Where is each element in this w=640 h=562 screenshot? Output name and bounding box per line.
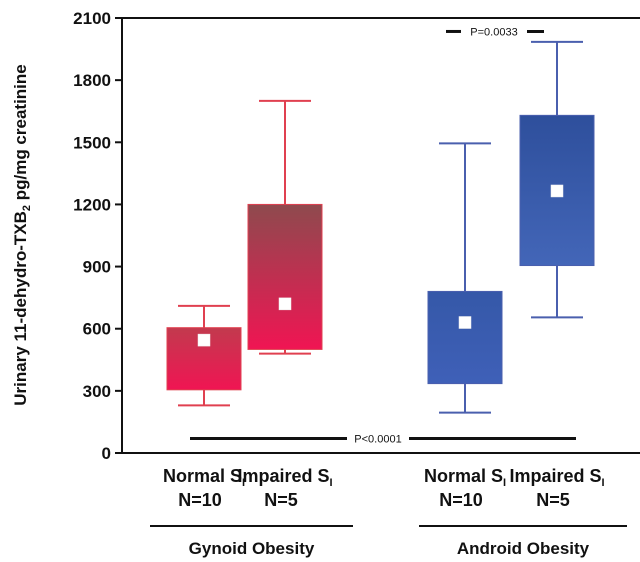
n-label: N=10	[439, 490, 483, 510]
axes: 0 300 600 900 1200 1500 1800 2100 Urinary 11-deh…	[11, 9, 640, 463]
box-1	[166, 304, 242, 407]
median-marker	[550, 184, 564, 198]
box-body	[427, 290, 503, 385]
box-2	[247, 99, 323, 355]
y-tick-label: 900	[83, 258, 111, 277]
y-tick-label: 1800	[73, 71, 111, 90]
box-body	[247, 203, 323, 350]
y-tick-label: 300	[83, 382, 111, 401]
y-tick-label: 1500	[73, 133, 111, 152]
n-label: N=10	[178, 490, 222, 510]
median-marker	[197, 333, 211, 347]
group-label: Android Obesity	[457, 539, 590, 558]
category-label: Impaired SI	[237, 466, 332, 489]
y-axis-label: Urinary 11-dehydro-TXB2 pg/mg creatinine	[11, 64, 33, 405]
y-tick-label: 1200	[73, 195, 111, 214]
annotations: P=0.0033 P<0.0001	[190, 26, 576, 446]
group-label: Gynoid Obesity	[189, 539, 315, 558]
category-label: Impaired SI	[509, 466, 604, 489]
category-label: Normal SI	[163, 466, 245, 489]
pvalue-label: P<0.0001	[354, 434, 401, 446]
boxes	[166, 40, 595, 414]
n-label: N=5	[264, 490, 298, 510]
category-label: Normal SI	[424, 466, 506, 489]
y-tick-label: 2100	[73, 9, 111, 28]
box-4	[519, 40, 595, 319]
pvalue-label: P=0.0033	[470, 26, 517, 38]
box-3	[427, 142, 503, 414]
y-tick-label: 0	[102, 444, 111, 463]
y-tick-label: 600	[83, 320, 111, 339]
n-label: N=5	[536, 490, 570, 510]
median-marker	[458, 316, 472, 329]
median-marker	[278, 297, 292, 311]
